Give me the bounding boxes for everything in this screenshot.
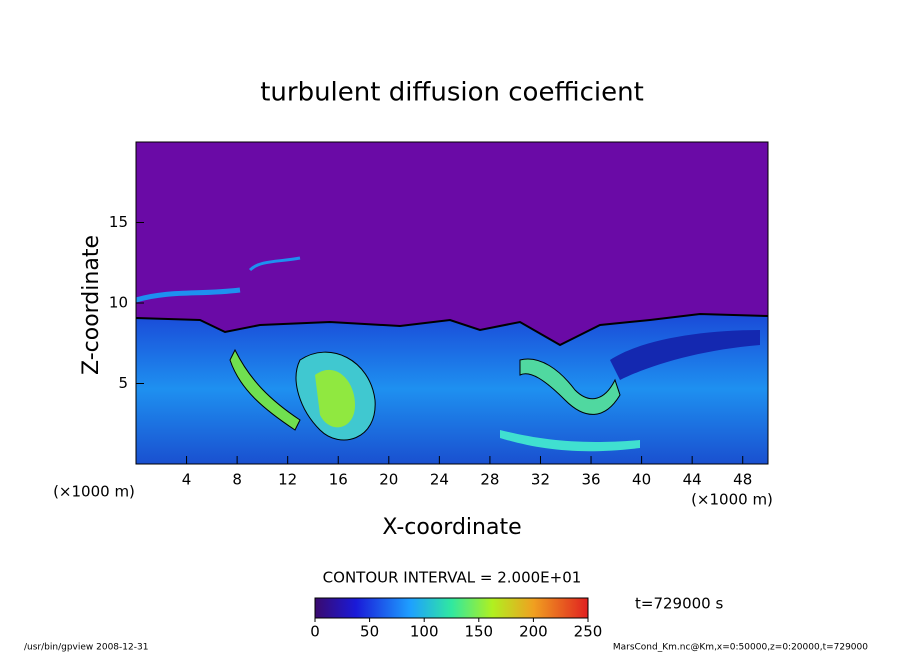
- y-unit: (×1000 m): [53, 483, 135, 501]
- x-unit: (×1000 m): [691, 491, 773, 509]
- x-tick-label: 48: [733, 471, 752, 489]
- x-tick-label: 20: [379, 471, 398, 489]
- x-tick-label: 4: [182, 471, 192, 489]
- y-axis-label: Z-coordinate: [79, 235, 104, 375]
- field: [136, 142, 768, 464]
- contour-interval: CONTOUR INTERVAL = 2.000E+01: [323, 569, 582, 587]
- x-tick-label: 16: [329, 471, 348, 489]
- colorbar-tick-label: 250: [574, 623, 603, 641]
- x-tick-label: 44: [683, 471, 702, 489]
- colorbar-tick-label: 0: [310, 623, 320, 641]
- colorbar: [314, 597, 589, 619]
- x-tick-label: 40: [632, 471, 651, 489]
- x-tick-label: 32: [531, 471, 550, 489]
- y-tick-label: 5: [118, 374, 128, 392]
- y-tick-label: 10: [109, 294, 128, 312]
- x-tick-label: 36: [581, 471, 600, 489]
- footer-left: /usr/bin/gpview 2008-12-31: [24, 643, 148, 653]
- x-tick-label: 8: [232, 471, 242, 489]
- colorbar-tick-label: 150: [464, 623, 493, 641]
- x-tick-label: 24: [430, 471, 449, 489]
- colorbar-tick-label: 100: [410, 623, 439, 641]
- x-axis-label: X-coordinate: [382, 515, 521, 540]
- footer-right: MarsCond_Km.nc@Km,x=0:50000,z=0:20000,t=…: [613, 643, 868, 653]
- y-tick-label: 15: [109, 213, 128, 231]
- colorbar-tick-label: 200: [519, 623, 548, 641]
- colorbar-tick-label: 50: [360, 623, 379, 641]
- x-tick-label: 12: [278, 471, 297, 489]
- chart-title: turbulent diffusion coefficient: [260, 78, 644, 108]
- time-label: t=729000 s: [635, 595, 723, 613]
- x-tick-label: 28: [480, 471, 499, 489]
